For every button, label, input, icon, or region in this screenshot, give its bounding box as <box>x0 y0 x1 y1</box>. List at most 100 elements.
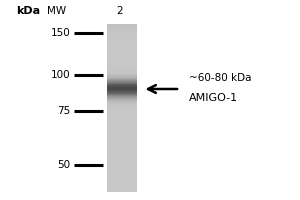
Bar <box>106 31 136 32</box>
Text: 150: 150 <box>51 28 70 38</box>
Bar <box>106 47 136 48</box>
Bar <box>106 120 136 121</box>
Bar <box>106 25 136 26</box>
Bar <box>106 162 136 163</box>
Bar <box>106 115 136 116</box>
Bar <box>106 171 136 172</box>
Bar <box>106 142 136 143</box>
Bar <box>106 88 136 90</box>
Bar <box>106 29 136 30</box>
Bar <box>106 75 136 76</box>
Bar <box>106 27 136 28</box>
Text: ~60-80 kDa: ~60-80 kDa <box>189 73 251 83</box>
Bar <box>106 88 136 89</box>
Bar <box>106 90 136 91</box>
Bar <box>106 151 136 152</box>
Bar <box>106 46 136 48</box>
Bar <box>106 136 136 137</box>
Bar <box>106 153 136 154</box>
Bar <box>106 163 136 164</box>
Bar <box>106 52 136 53</box>
Bar <box>106 173 136 174</box>
Bar <box>106 104 136 105</box>
Bar <box>106 150 136 151</box>
Text: 2: 2 <box>117 6 123 16</box>
Bar <box>106 102 136 103</box>
Bar <box>106 61 136 62</box>
Bar <box>106 78 136 79</box>
Bar <box>106 92 136 93</box>
Bar <box>106 101 136 102</box>
Bar <box>106 159 136 160</box>
Bar <box>106 125 136 126</box>
Bar <box>106 82 136 83</box>
Bar <box>106 46 136 47</box>
Bar <box>106 125 136 126</box>
Bar <box>106 87 136 88</box>
Bar <box>106 176 136 177</box>
Bar <box>106 172 136 173</box>
Bar <box>106 136 136 137</box>
Bar <box>106 131 136 132</box>
Bar <box>106 83 136 84</box>
Bar <box>106 180 136 181</box>
Bar <box>106 119 136 120</box>
Bar <box>106 36 136 37</box>
Bar <box>106 94 136 95</box>
Bar <box>106 145 136 146</box>
Bar <box>106 146 136 147</box>
Bar <box>106 104 136 105</box>
Bar <box>106 121 136 122</box>
Bar <box>106 57 136 58</box>
Bar <box>106 133 136 134</box>
Bar <box>106 184 136 185</box>
Bar <box>106 62 136 63</box>
Bar <box>106 109 136 110</box>
Text: kDa: kDa <box>16 6 40 16</box>
Bar <box>106 54 136 55</box>
Bar <box>106 63 136 64</box>
Bar <box>106 138 136 139</box>
Bar <box>106 74 136 75</box>
Bar <box>106 122 136 123</box>
Bar <box>106 147 136 148</box>
Bar <box>106 185 136 186</box>
Bar <box>106 86 136 87</box>
Bar <box>106 167 136 168</box>
Bar <box>106 141 136 142</box>
Bar <box>106 164 136 165</box>
Bar <box>106 85 136 86</box>
Bar <box>106 172 136 174</box>
Bar <box>106 103 136 104</box>
Bar <box>106 24 136 25</box>
Bar <box>106 188 136 189</box>
Bar <box>106 69 136 70</box>
Bar <box>106 45 136 46</box>
Bar <box>106 135 136 136</box>
Bar <box>106 190 136 191</box>
Bar <box>106 115 136 116</box>
Bar <box>106 139 136 140</box>
Bar <box>106 170 136 171</box>
Bar <box>106 91 136 92</box>
Bar <box>106 111 136 112</box>
Bar <box>106 48 136 49</box>
Bar <box>106 112 136 113</box>
Bar <box>106 132 136 133</box>
Bar <box>106 168 136 169</box>
Bar <box>106 73 136 74</box>
Bar <box>106 50 136 51</box>
Bar <box>106 166 136 167</box>
Bar <box>106 118 136 119</box>
Bar <box>106 107 136 108</box>
Bar <box>106 84 136 85</box>
Bar <box>106 141 136 142</box>
Bar <box>106 26 136 27</box>
Bar <box>106 31 136 32</box>
Bar <box>106 37 136 38</box>
Bar <box>106 28 136 29</box>
Bar <box>106 124 136 125</box>
Bar <box>106 32 136 33</box>
Bar <box>106 65 136 66</box>
Bar <box>106 33 136 34</box>
